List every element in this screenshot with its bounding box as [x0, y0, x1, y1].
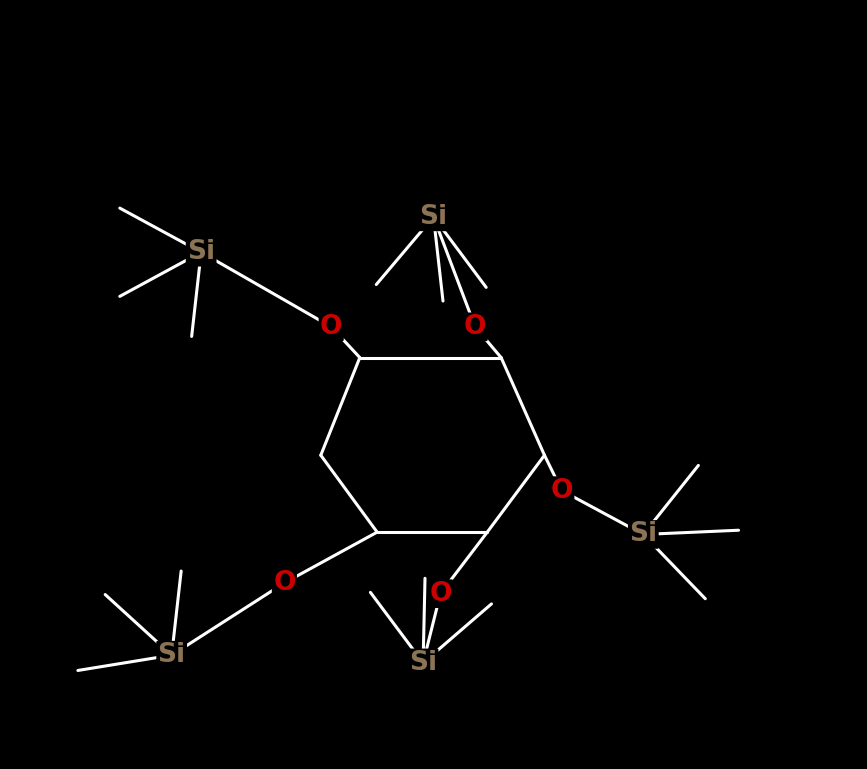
Text: Si: Si: [409, 650, 437, 676]
Text: Si: Si: [420, 204, 447, 230]
Text: O: O: [551, 478, 573, 504]
Text: O: O: [320, 314, 342, 340]
Text: Si: Si: [158, 642, 186, 668]
Text: O: O: [429, 581, 452, 607]
Text: Si: Si: [187, 239, 215, 265]
Text: O: O: [464, 314, 486, 340]
Text: O: O: [273, 570, 296, 596]
Text: Si: Si: [629, 521, 657, 548]
